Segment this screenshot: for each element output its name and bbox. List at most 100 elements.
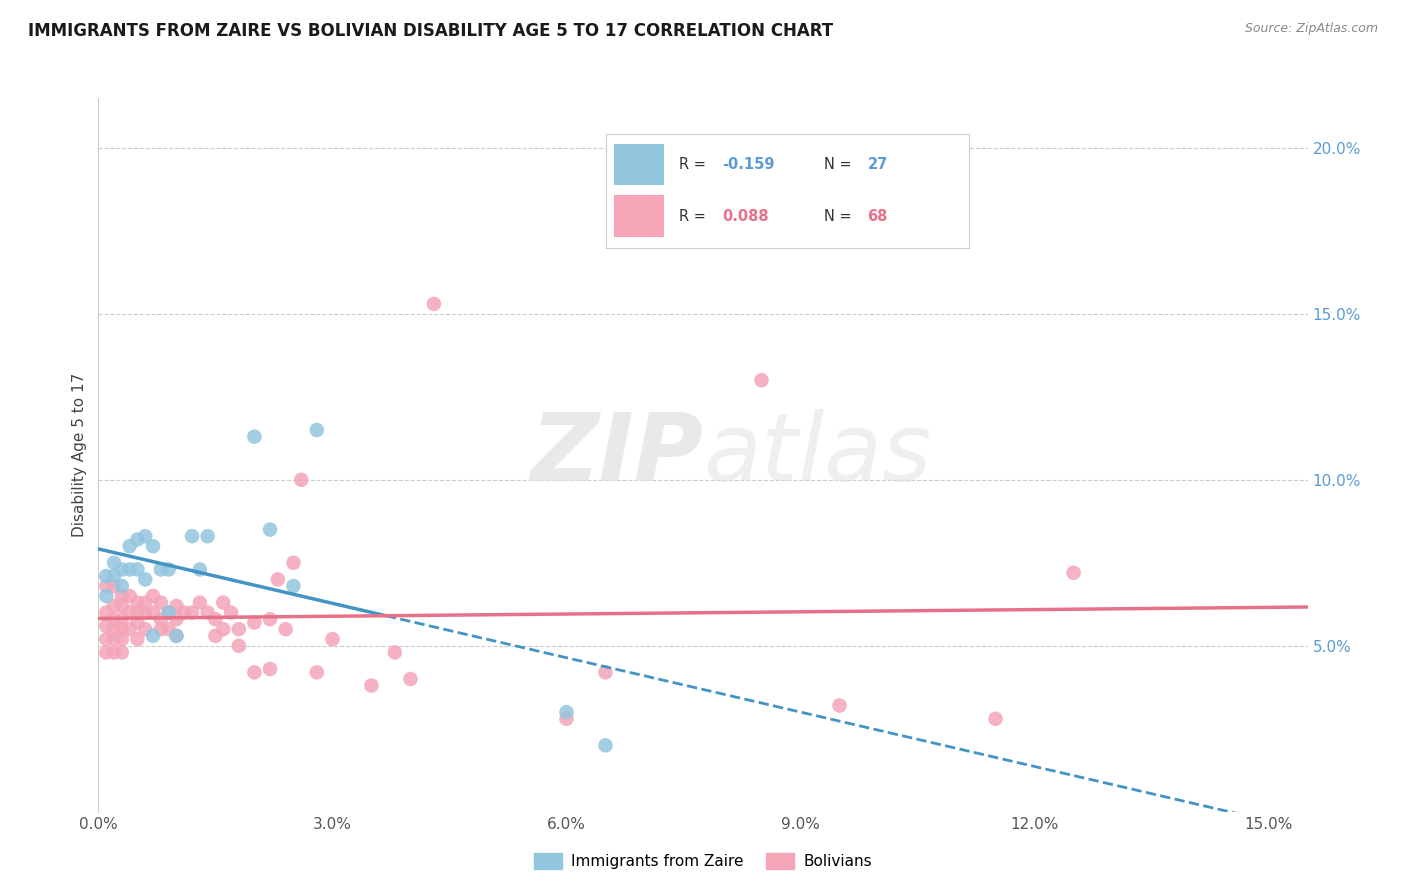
Point	[111, 632, 134, 647]
Point	[103, 569, 125, 583]
Point	[127, 615, 149, 630]
Point	[111, 622, 134, 636]
Point	[96, 632, 118, 647]
Point	[142, 589, 165, 603]
Point	[134, 596, 156, 610]
Point	[360, 679, 382, 693]
Point	[555, 712, 578, 726]
Point	[197, 529, 219, 543]
Point	[103, 622, 125, 636]
Point	[157, 606, 180, 620]
Point	[305, 423, 328, 437]
Point	[423, 297, 446, 311]
Point	[259, 612, 281, 626]
Point	[149, 622, 172, 636]
Text: IMMIGRANTS FROM ZAIRE VS BOLIVIAN DISABILITY AGE 5 TO 17 CORRELATION CHART: IMMIGRANTS FROM ZAIRE VS BOLIVIAN DISABI…	[28, 22, 834, 40]
Point	[157, 562, 180, 576]
Point	[134, 573, 156, 587]
Point	[259, 662, 281, 676]
Point	[111, 645, 134, 659]
Point	[103, 556, 125, 570]
Point	[111, 599, 134, 613]
Text: ZIP: ZIP	[530, 409, 703, 501]
Point	[828, 698, 851, 713]
Point	[103, 599, 125, 613]
Point	[212, 622, 235, 636]
Point	[111, 562, 134, 576]
Point	[181, 606, 204, 620]
Point	[751, 373, 773, 387]
Point	[188, 596, 211, 610]
Point	[127, 562, 149, 576]
Point	[103, 632, 125, 647]
Point	[118, 539, 141, 553]
Point	[96, 589, 118, 603]
Point	[165, 629, 187, 643]
Point	[305, 665, 328, 680]
Point	[96, 579, 118, 593]
Point	[96, 569, 118, 583]
Point	[149, 612, 172, 626]
Point	[283, 579, 305, 593]
Point	[103, 579, 125, 593]
Point	[134, 606, 156, 620]
Point	[984, 712, 1007, 726]
Point	[204, 629, 226, 643]
Point	[134, 622, 156, 636]
Point	[165, 629, 187, 643]
Point	[103, 612, 125, 626]
Point	[384, 645, 406, 659]
Point	[267, 573, 290, 587]
Point	[228, 622, 250, 636]
Point	[96, 606, 118, 620]
Point	[181, 529, 204, 543]
Point	[197, 606, 219, 620]
Point	[165, 612, 187, 626]
Point	[103, 645, 125, 659]
Point	[111, 589, 134, 603]
Point	[157, 622, 180, 636]
Point	[96, 645, 118, 659]
Point	[142, 629, 165, 643]
Point	[595, 665, 617, 680]
Point	[399, 672, 422, 686]
Point	[274, 622, 297, 636]
Point	[165, 599, 187, 613]
Point	[173, 606, 195, 620]
Point	[290, 473, 312, 487]
Y-axis label: Disability Age 5 to 17: Disability Age 5 to 17	[72, 373, 87, 537]
Text: Source: ZipAtlas.com: Source: ZipAtlas.com	[1244, 22, 1378, 36]
Point	[134, 529, 156, 543]
Point	[111, 612, 134, 626]
Point	[127, 533, 149, 547]
Point	[243, 615, 266, 630]
Point	[142, 606, 165, 620]
Point	[1063, 566, 1085, 580]
Point	[219, 606, 242, 620]
Point	[118, 622, 141, 636]
Point	[149, 562, 172, 576]
Point	[127, 596, 149, 610]
Point	[283, 556, 305, 570]
Point	[243, 665, 266, 680]
Point	[204, 612, 226, 626]
Point	[212, 596, 235, 610]
Point	[118, 589, 141, 603]
Point	[111, 579, 134, 593]
Point	[96, 619, 118, 633]
Point	[228, 639, 250, 653]
Point	[127, 632, 149, 647]
Point	[555, 705, 578, 719]
Point	[118, 606, 141, 620]
Text: atlas: atlas	[703, 409, 931, 500]
Point	[157, 606, 180, 620]
Point	[595, 739, 617, 753]
Point	[118, 562, 141, 576]
Point	[127, 606, 149, 620]
Point	[321, 632, 343, 647]
Legend: Immigrants from Zaire, Bolivians: Immigrants from Zaire, Bolivians	[529, 847, 877, 875]
Point	[259, 523, 281, 537]
Point	[142, 539, 165, 553]
Point	[149, 596, 172, 610]
Point	[243, 430, 266, 444]
